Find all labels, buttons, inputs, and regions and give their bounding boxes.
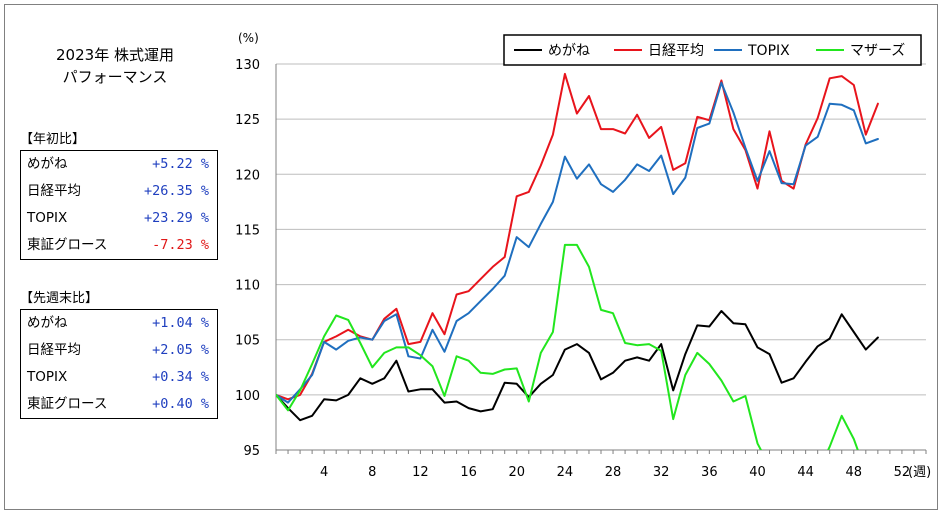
y-tick-label: 130 [235,58,260,73]
y-tick-label: 110 [235,279,260,294]
stat-value: +0.34 % [152,369,209,385]
x-tick-label: 20 [508,465,525,480]
title-line-1: 2023年 株式運用 [56,46,174,64]
axes [275,64,927,454]
series-line [276,81,879,404]
series-line [276,310,879,422]
x-tick-label: 16 [460,465,477,480]
stat-name: 日経平均 [27,183,81,199]
y-tick-label: 95 [243,444,260,459]
legend-box [503,34,922,66]
x-tick-label: 44 [797,465,814,480]
stat-value: +2.05 % [152,342,209,358]
stat-name: TOPIX [27,210,68,226]
ytd-label: 【年初比】 [20,132,86,147]
series-lines [276,72,879,450]
stat-row: 東証グロース -7.23 % [21,232,217,259]
x-tick-label: 40 [749,465,766,480]
stat-row: めがね +5.22 % [21,151,217,178]
stat-name: めがね [27,315,68,331]
stat-name: めがね [27,156,68,172]
stat-row: 日経平均 +26.35 % [21,178,217,205]
stat-name: 東証グロース [27,237,108,253]
stat-row: TOPIX +23.29 % [21,205,217,232]
y-axis-label: (%) [238,31,259,45]
series-line [276,243,859,450]
ytd-table: めがね +5.22 % 日経平均 +26.35 % TOPIX +23.29 %… [20,150,218,260]
stat-value: +0.40 % [152,396,209,412]
stat-row: 東証グロース +0.40 % [21,391,217,418]
stat-name: 東証グロース [27,396,108,412]
stat-value: -7.23 % [152,237,209,253]
stat-row: 日経平均 +2.05 % [21,337,217,364]
y-tick-label: 100 [235,389,260,404]
legend-label: TOPIX [747,43,790,59]
stat-name: 日経平均 [27,342,81,358]
stat-value: +26.35 % [143,183,209,199]
stat-value: +1.04 % [152,315,209,331]
legend-label: 日経平均 [648,43,704,59]
x-tick-label: 36 [701,465,718,480]
legend: めがね 日経平均 TOPIX マザーズ [503,34,922,66]
stat-value: +23.29 % [143,210,209,226]
x-tick-label: 4 [320,465,328,480]
stat-name: TOPIX [27,369,68,385]
chart-title: 2023年 株式運用 パフォーマンス [40,44,190,88]
title-line-2: パフォーマンス [62,68,168,86]
x-tick-label: 8 [368,465,376,480]
x-tick-label: 12 [412,465,429,480]
y-tick-label: 120 [235,168,260,183]
y-tick-label: 105 [235,334,260,349]
x-tick-label: 28 [605,465,622,480]
x-axis-label: (週) [908,465,931,480]
wow-label: 【先週末比】 [20,291,99,306]
legend-label: めがね [548,43,590,59]
y-tick-label: 125 [235,113,260,128]
grid [276,63,926,451]
stat-row: めがね +1.04 % [21,310,217,337]
y-tick-label: 115 [235,223,260,238]
x-tick-label: 48 [846,465,863,480]
x-tick-label: 24 [557,465,574,480]
series-line [276,72,879,401]
wow-table: めがね +1.04 % 日経平均 +2.05 % TOPIX +0.34 % 東… [20,309,218,419]
x-tick-label: 52 [894,465,911,480]
stat-row: TOPIX +0.34 % [21,364,217,391]
legend-label: マザーズ [850,43,905,59]
stat-value: +5.22 % [152,156,209,172]
x-tick-label: 32 [653,465,670,480]
